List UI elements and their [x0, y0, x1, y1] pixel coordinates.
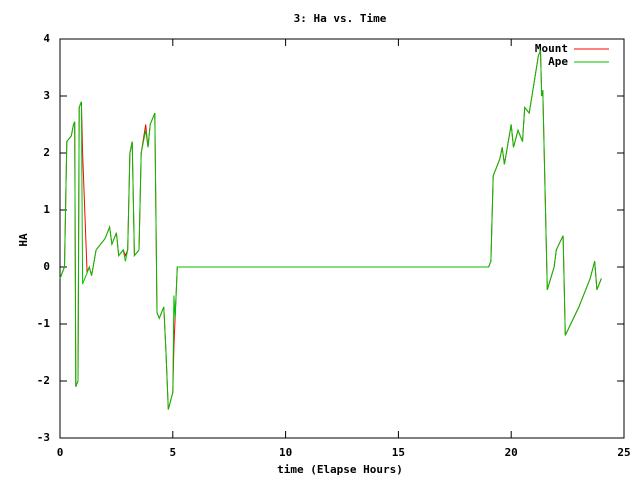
data-line	[59, 50, 602, 410]
legend-label: Ape	[548, 55, 568, 68]
y-tick-label: 3	[43, 89, 50, 102]
plot-border	[59, 38, 625, 439]
y-tick-label: 0	[43, 260, 50, 273]
y-tick-label: 2	[43, 146, 50, 159]
x-tick-label: 20	[505, 446, 518, 459]
y-axis-label: HA	[17, 233, 30, 247]
x-tick-label: 25	[617, 446, 630, 459]
y-tick-label: 4	[43, 32, 50, 45]
x-tick-label: 5	[169, 446, 176, 459]
data-line	[59, 50, 602, 410]
y-tick-label: -3	[37, 431, 50, 444]
y-tick-label: -2	[37, 374, 50, 387]
chart-title: 3: Ha vs. Time	[294, 12, 387, 25]
x-tick-label: 15	[392, 446, 405, 459]
x-tick-label: 10	[279, 446, 292, 459]
x-axis-label: time (Elapse Hours)	[277, 463, 403, 476]
y-tick-label: 1	[43, 203, 50, 216]
y-tick-label: -1	[37, 317, 51, 330]
x-tick-label: 0	[57, 446, 64, 459]
legend-label: Mount	[535, 42, 568, 55]
